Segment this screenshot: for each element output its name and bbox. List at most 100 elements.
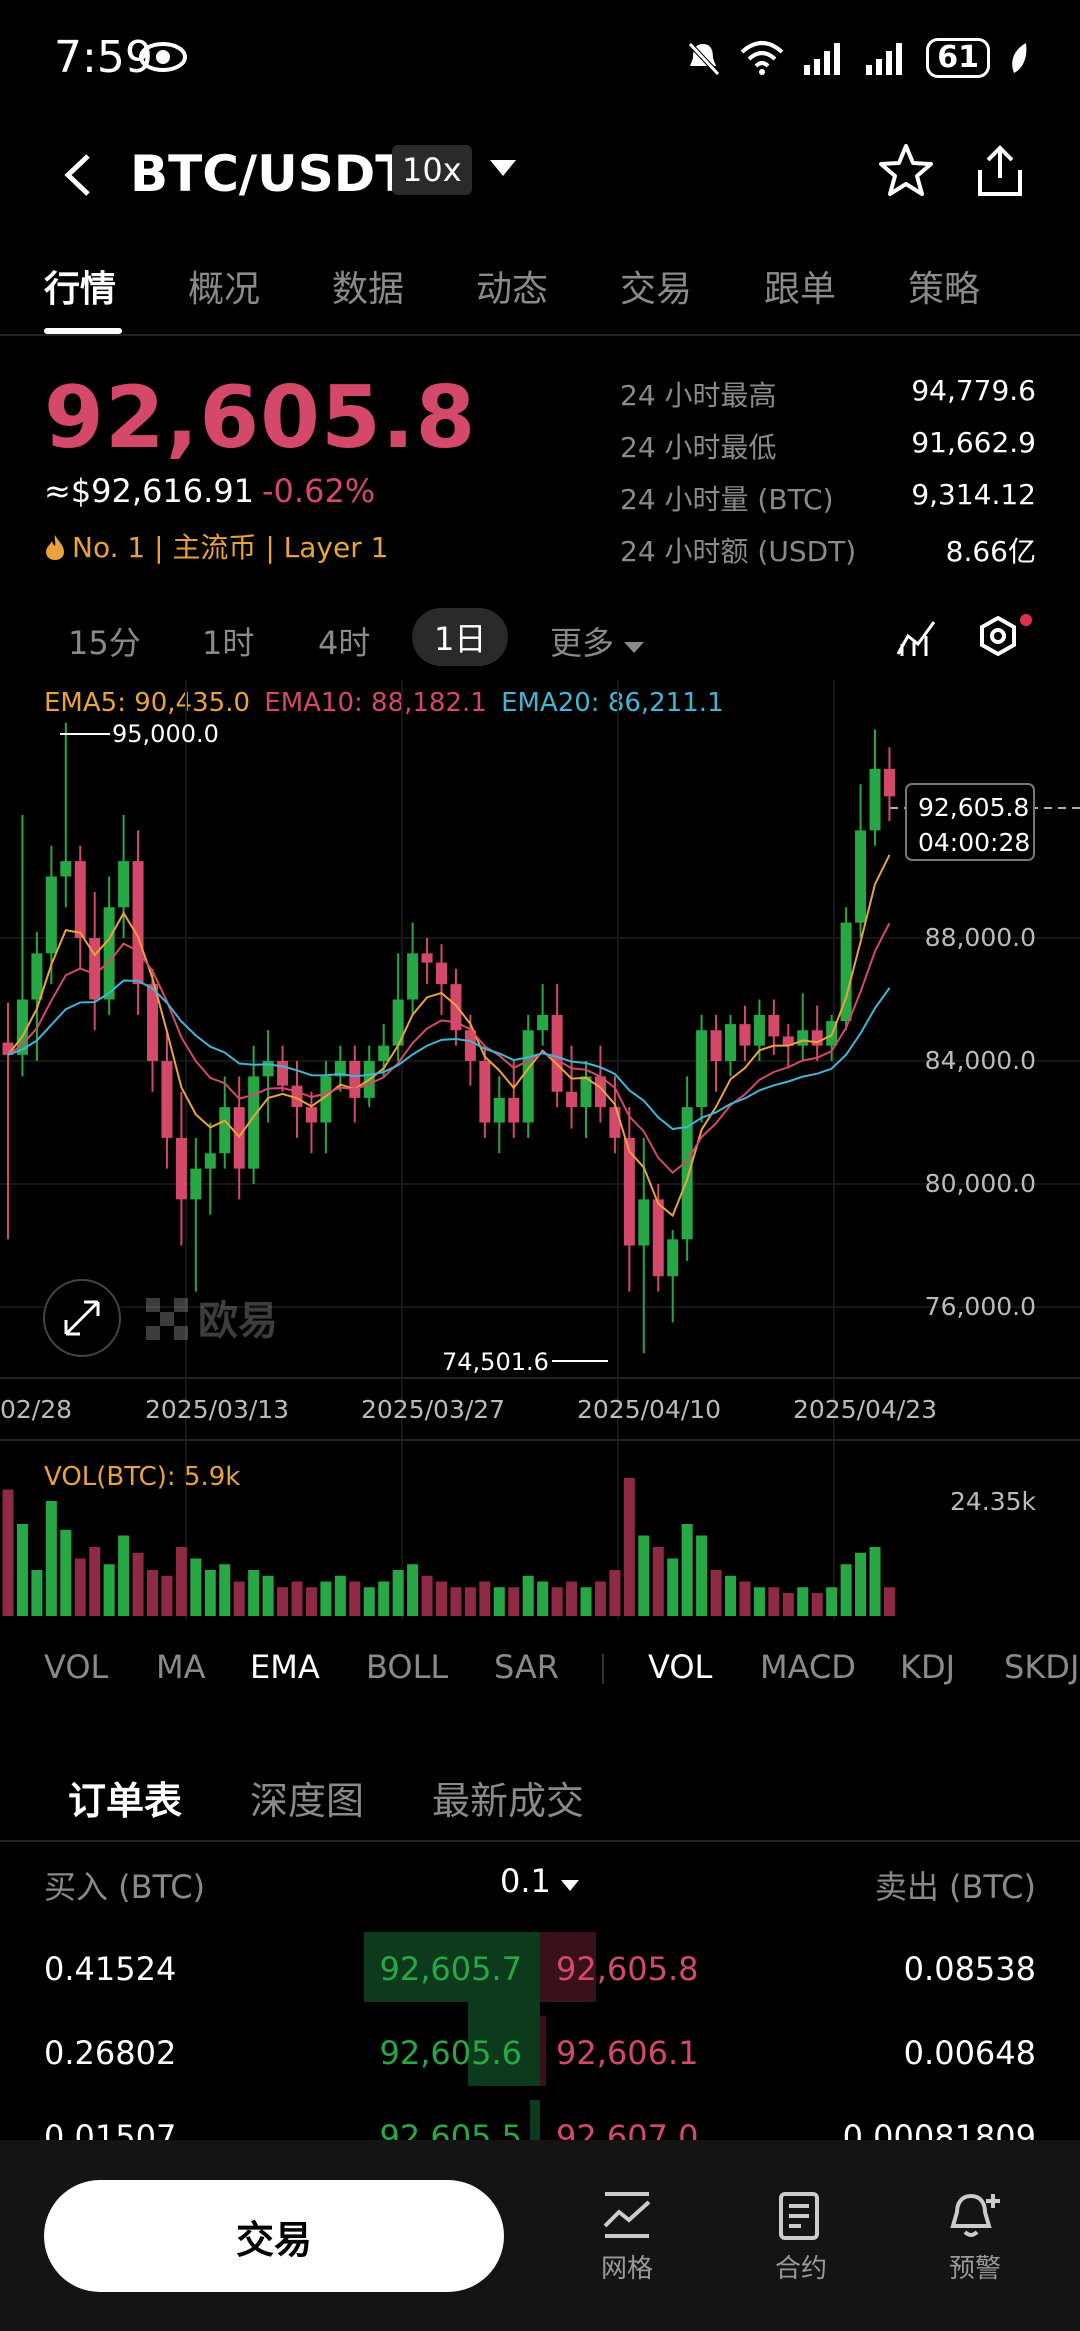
candle-body	[320, 1076, 332, 1123]
candle-body	[31, 953, 43, 1000]
stat-high-value: 94,779.6	[911, 374, 1036, 407]
stat-volume: 24 小时量 (BTC) 9,314.12	[620, 478, 1036, 530]
ind-sar[interactable]: SAR	[494, 1648, 560, 1686]
sell-header: 卖出 (BTC)	[874, 1868, 1036, 1906]
tab-trade[interactable]: 交易	[620, 269, 693, 310]
tab-copy-trade[interactable]: 跟单	[764, 269, 837, 310]
volume-bar	[537, 1581, 549, 1616]
candle-body	[782, 1036, 794, 1046]
ema-legend: EMA5: 90,435.0 EMA10: 88,182.1 EMA20: 86…	[44, 688, 724, 718]
watermark-text: 欧易	[198, 1298, 278, 1344]
interval-more[interactable]: 更多	[550, 618, 645, 664]
leverage-badge[interactable]: 10x	[392, 145, 472, 195]
ind-ma[interactable]: MA	[156, 1648, 206, 1686]
pair-title[interactable]: BTC/USDT	[130, 145, 410, 203]
ask-depth-bar	[540, 2016, 546, 2086]
x-tick-0313: 2025/03/13	[145, 1395, 289, 1424]
candle-body	[305, 1107, 317, 1123]
interval-4h[interactable]: 4时	[318, 624, 371, 662]
candle-body	[147, 984, 158, 1061]
expand-chart-button[interactable]	[43, 1279, 121, 1357]
tab-order-book[interactable]: 订单表	[68, 1779, 183, 1823]
ask-price: 92,605.8	[556, 1950, 699, 1988]
volume-bar	[31, 1570, 43, 1616]
interval-1h[interactable]: 1时	[202, 624, 255, 662]
volume-bar	[175, 1547, 187, 1616]
candle-body	[175, 1137, 187, 1200]
tab-depth[interactable]: 深度图	[250, 1779, 365, 1823]
ind-macd[interactable]: MACD	[760, 1648, 856, 1686]
ema-lines	[7, 854, 891, 1218]
volume-bar	[450, 1587, 462, 1616]
nav-grid[interactable]: 网格	[572, 2190, 682, 2285]
tab-strategy[interactable]: 策略	[908, 269, 981, 310]
current-price-label: 92,605.8	[918, 793, 1029, 822]
ind-vol-main[interactable]: VOL	[44, 1648, 109, 1686]
interval-1d[interactable]: 1日	[412, 608, 509, 666]
volume-bar	[89, 1547, 101, 1616]
volume-bar	[190, 1558, 202, 1616]
book-row[interactable]: 0.41524 92,605.7 92,605.8 0.08538	[0, 1932, 1080, 2002]
volume-bar	[291, 1581, 303, 1616]
ind-kdj[interactable]: KDJ	[900, 1648, 956, 1686]
ema10-line	[7, 922, 891, 1174]
bid-price: 92,605.6	[379, 2034, 523, 2072]
volume-bar	[580, 1587, 592, 1616]
tab-latest-trades[interactable]: 最新成交	[432, 1779, 585, 1823]
candle-body	[16, 999, 28, 1055]
step-selector[interactable]: 0.1	[500, 1862, 580, 1900]
candle-body	[811, 1030, 823, 1046]
candlestick-chart[interactable]: 95,000.0 74,501.6 92,605.8 04:00:28 88,0…	[0, 680, 1080, 1640]
settings-hex-icon[interactable]	[976, 612, 1036, 664]
ask-price: 92,606.1	[556, 2034, 699, 2072]
bid-price: 92,605.7	[379, 1950, 523, 1988]
stat-turnover: 24 小时额 (USDT) 8.66亿	[620, 530, 1036, 582]
indicator-row: VOL MA EMA BOLL SAR VOL MACD KDJ SKDJ	[0, 1640, 1080, 1700]
tab-market[interactable]: 行情	[44, 269, 117, 310]
volume-bar	[782, 1593, 794, 1616]
ind-boll[interactable]: BOLL	[366, 1648, 449, 1686]
volume-bar	[103, 1564, 115, 1616]
y-tick-84000: 84,000.0	[925, 1046, 1036, 1075]
candle-body	[537, 1014, 549, 1031]
y-tick-88000: 88,000.0	[925, 923, 1036, 952]
candle-body	[334, 1061, 346, 1077]
pair-dropdown-icon[interactable]	[490, 160, 516, 178]
back-icon[interactable]	[58, 150, 98, 200]
expand-icon	[64, 1300, 100, 1336]
stat-volume-label: 24 小时量 (BTC)	[620, 483, 834, 516]
volume-bar	[305, 1587, 317, 1616]
trade-button[interactable]: 交易	[44, 2180, 504, 2292]
interval-15m[interactable]: 15分	[68, 624, 141, 662]
ind-ema[interactable]: EMA	[250, 1648, 320, 1686]
current-price-box	[905, 783, 1035, 861]
candle-body	[493, 1097, 505, 1123]
bid-qty: 0.41524	[44, 1950, 177, 1988]
indicator-icon[interactable]	[894, 618, 938, 658]
nav-alert[interactable]: 预警	[920, 2190, 1030, 2285]
tab-data[interactable]: 数据	[332, 269, 405, 310]
volume-bar	[566, 1581, 578, 1616]
volume-bar	[233, 1581, 245, 1616]
candle-body	[566, 1091, 578, 1108]
tab-overview[interactable]: 概况	[188, 269, 261, 310]
ask-depth-bar	[540, 1932, 596, 2002]
stat-turnover-label: 24 小时额 (USDT)	[620, 535, 857, 568]
volume-bar	[60, 1529, 72, 1616]
volume-bar	[739, 1581, 751, 1616]
ind-vol-sub[interactable]: VOL	[648, 1648, 713, 1686]
nav-grid-label: 网格	[600, 2254, 653, 2284]
star-icon[interactable]	[878, 142, 934, 198]
bid-qty: 0.26802	[44, 2034, 177, 2072]
tab-news[interactable]: 动态	[476, 269, 549, 310]
ind-skdj[interactable]: SKDJ	[1004, 1648, 1080, 1686]
share-icon[interactable]	[972, 142, 1028, 200]
volume-bar	[349, 1581, 361, 1616]
candle-body	[450, 984, 462, 1031]
candle-body	[768, 1014, 780, 1037]
nav-contract[interactable]: 合约	[746, 2190, 856, 2285]
buy-header: 买入 (BTC)	[44, 1868, 206, 1906]
book-row[interactable]: 0.26802 92,605.6 92,606.1 0.00648	[0, 2000, 1080, 2086]
volume-bar	[753, 1587, 765, 1616]
candle-body	[681, 1107, 693, 1240]
